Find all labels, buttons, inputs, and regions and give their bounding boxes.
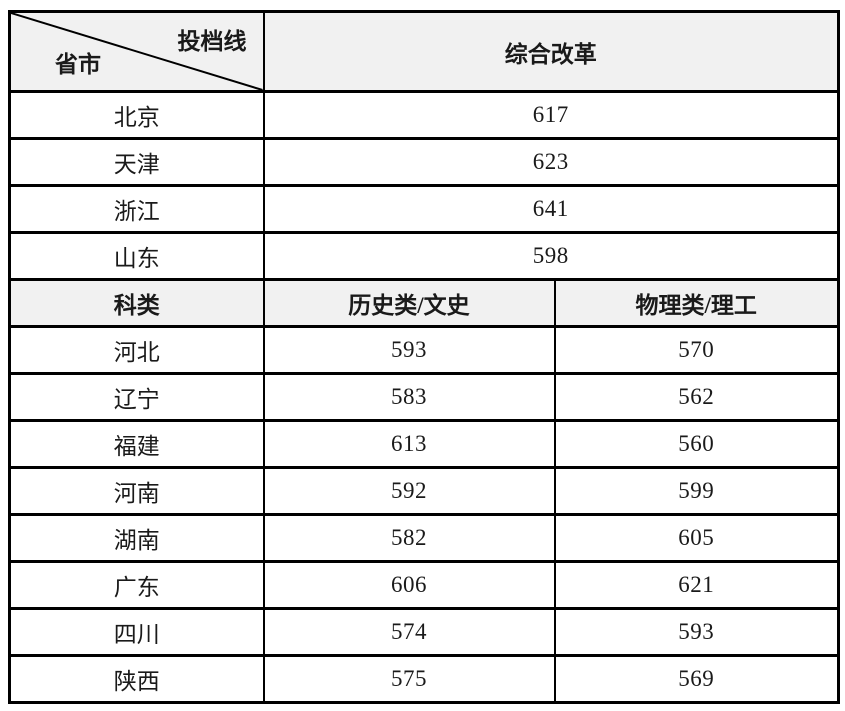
table-row: 辽宁 583 562 [8, 372, 840, 422]
province-cell: 浙江 [8, 184, 265, 234]
province-cell: 福建 [8, 419, 265, 469]
score-cell: 598 [262, 231, 840, 281]
score-cell: 623 [262, 137, 840, 187]
history-score-cell: 583 [262, 372, 556, 422]
province-cell: 陕西 [8, 654, 265, 704]
history-score-cell: 574 [262, 607, 556, 657]
history-score-cell: 593 [262, 325, 556, 375]
score-cell: 641 [262, 184, 840, 234]
table-row: 四川 574 593 [8, 607, 840, 657]
table-row: 湖南 582 605 [8, 513, 840, 563]
subheader-row: 科类 历史类/文史 物理类/理工 [8, 278, 840, 328]
province-cell: 四川 [8, 607, 265, 657]
table-header-row: 投档线 省市 综合改革 [8, 10, 840, 93]
physics-score-cell: 560 [553, 419, 840, 469]
corner-diagonal-cell: 投档线 省市 [8, 10, 265, 93]
subheader-category: 科类 [8, 278, 265, 328]
table-row: 北京 617 [8, 90, 840, 140]
province-cell: 河北 [8, 325, 265, 375]
province-cell: 河南 [8, 466, 265, 516]
subheader-section: 科类 历史类/文史 物理类/理工 [8, 278, 840, 328]
table-row: 福建 613 560 [8, 419, 840, 469]
physics-score-cell: 569 [553, 654, 840, 704]
header-section: 投档线 省市 综合改革 [8, 10, 840, 93]
table-row: 广东 606 621 [8, 560, 840, 610]
table-row: 浙江 641 [8, 184, 840, 234]
history-score-cell: 606 [262, 560, 556, 610]
history-score-cell: 582 [262, 513, 556, 563]
table-row: 河南 592 599 [8, 466, 840, 516]
physics-score-cell: 570 [553, 325, 840, 375]
province-cell: 湖南 [8, 513, 265, 563]
history-score-cell: 613 [262, 419, 556, 469]
comprehensive-section: 北京 617 天津 623 浙江 641 山东 598 [8, 90, 840, 281]
table-row: 陕西 575 569 [8, 654, 840, 704]
corner-label-score-line: 投档线 [177, 29, 247, 54]
physics-score-cell: 599 [553, 466, 840, 516]
admission-score-table: 投档线 省市 综合改革 北京 617 天津 623 浙江 641 山东 598 科类 历史类/… [8, 10, 840, 704]
physics-score-cell: 621 [553, 560, 840, 610]
physics-score-cell: 562 [553, 372, 840, 422]
table-row: 河北 593 570 [8, 325, 840, 375]
physics-score-cell: 605 [553, 513, 840, 563]
province-cell: 天津 [8, 137, 265, 187]
table-row: 天津 623 [8, 137, 840, 187]
category-section: 河北 593 570 辽宁 583 562 福建 613 560 河南 592 599 湖南 582 605… [8, 325, 840, 704]
diagonal-line [11, 13, 263, 90]
corner-label-province: 省市 [55, 52, 101, 77]
score-cell: 617 [262, 90, 840, 140]
province-cell: 山东 [8, 231, 265, 281]
header-comprehensive-reform: 综合改革 [262, 10, 840, 93]
subheader-history: 历史类/文史 [262, 278, 556, 328]
history-score-cell: 575 [262, 654, 556, 704]
province-cell: 北京 [8, 90, 265, 140]
physics-score-cell: 593 [553, 607, 840, 657]
table-row: 山东 598 [8, 231, 840, 281]
subheader-physics: 物理类/理工 [553, 278, 840, 328]
province-cell: 广东 [8, 560, 265, 610]
province-cell: 辽宁 [8, 372, 265, 422]
history-score-cell: 592 [262, 466, 556, 516]
